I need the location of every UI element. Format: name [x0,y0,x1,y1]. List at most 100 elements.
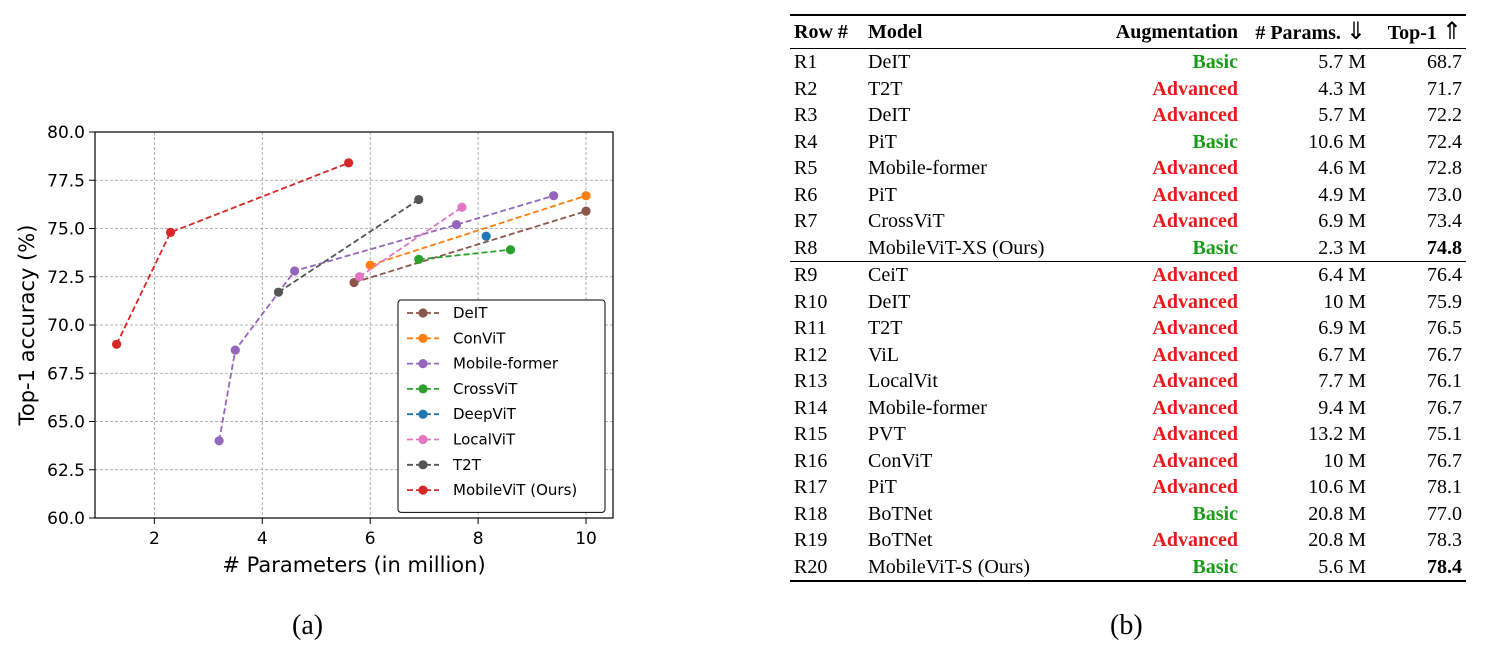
model-cell: DeIT [868,51,911,74]
series-convit [365,191,591,270]
augmentation-cell: Advanced [1152,104,1238,127]
model-cell: BoTNet [868,529,933,552]
table-row: R18 BoTNet Basic 20.8 M 77.0 [790,501,1466,528]
up-double-arrow-icon: ⇑ [1441,18,1462,45]
series-line [115,162,349,345]
params-cell: 6.9 M [1318,317,1366,340]
model-cell: Mobile-former [868,157,987,180]
row-number-cell: R17 [794,476,828,499]
data-point [481,231,491,241]
row-number-cell: R16 [794,449,828,472]
augmentation-cell: Advanced [1152,317,1238,340]
model-cell: ConViT [868,449,933,472]
legend-entry: T2T [452,456,482,474]
data-point [344,158,354,168]
model-cell: PiT [868,183,897,206]
top1-cell: 73.4 [1427,210,1462,233]
data-point [457,202,467,212]
series-line [358,206,463,278]
series-line [277,198,420,293]
model-cell: PiT [868,130,897,153]
table-row: R3 DeIT Advanced 5.7 M 72.2 [790,102,1466,129]
row-number-cell: R19 [794,529,828,552]
model-cell: Mobile-former [868,396,987,419]
legend-entry: LocalViT [453,431,516,449]
table-row: R11 T2T Advanced 6.9 M 76.5 [790,315,1466,342]
data-point [273,287,284,297]
augmentation-cell: Advanced [1152,476,1238,499]
params-cell: 5.7 M [1318,104,1366,127]
augmentation-cell: Basic [1192,130,1238,153]
x-tick-label: 8 [473,529,484,549]
down-double-arrow-icon: ⇓ [1345,18,1366,45]
legend-entry: MobileViT (Ours) [453,481,577,499]
data-point [549,191,559,201]
table-row: R20 MobileViT-S (Ours) Basic 5.6 M 78.4 [790,553,1466,582]
legend-entry: DeepViT [453,405,517,423]
model-cell: DeIT [868,104,911,127]
model-cell: PiT [868,476,897,499]
series-crossvit [414,245,516,264]
legend-marker [418,460,428,470]
augmentation-cell: Advanced [1085,261,1242,289]
table-row: R9 CeiT Advanced 6.4 M 76.4 [790,261,1466,289]
augmentation-cell: Advanced [1152,343,1238,366]
series-line [418,248,511,261]
row-number-cell: R13 [794,370,828,393]
row-number-cell: R14 [794,396,828,419]
table-row: R17 PiT Advanced 10.6 M 78.1 [790,474,1466,501]
data-point [414,254,424,264]
x-tick-label: 2 [149,529,160,549]
model-cell: MobileViT-XS (Ours) [868,236,1045,259]
augmentation-cell: Basic [1192,502,1238,525]
table-row: R19 BoTNet Advanced 20.8 M 78.3 [790,527,1466,554]
params-cell: 4.3 M [1318,77,1366,100]
row-number-cell: R20 [790,553,864,582]
table-body: R1 DeIT Basic 5.7 M 68.7 R2 T2T Advanced 4.3 M 71… [790,49,1466,582]
row-number-cell: R10 [794,290,828,313]
table-row: R14 Mobile-former Advanced 9.4 M 76.7 [790,395,1466,422]
table-row: R16 ConViT Advanced 10 M 76.7 [790,448,1466,475]
data-point [354,272,364,282]
params-cell: 5.6 M [1242,553,1370,582]
data-point [414,194,424,205]
top1-cell: 72.8 [1427,157,1462,180]
series-line [369,194,587,267]
augmentation-cell: Basic [1192,236,1238,259]
model-cell: DeIT [868,290,911,313]
data-point [365,260,375,270]
top1-cell: 76.4 [1370,261,1466,289]
top1-cell: 78.3 [1427,529,1462,552]
series-deit [349,206,591,288]
top1-cell: 78.1 [1427,476,1462,499]
top1-cell: 75.1 [1427,423,1462,446]
header-row-number: Row # [790,14,864,49]
model-cell: T2T [868,317,903,340]
top1-cell: 73.0 [1427,183,1462,206]
top1-cell: 76.1 [1427,370,1462,393]
table-row: R5 Mobile-former Advanced 4.6 M 72.8 [790,155,1466,182]
augmentation-cell: Advanced [1152,183,1238,206]
params-cell: 7.7 M [1318,370,1366,393]
augmentation-cell: Advanced [1152,290,1238,313]
header-augmentation: Augmentation [1085,14,1242,49]
params-cell: 6.7 M [1318,343,1366,366]
top1-cell: 71.7 [1427,77,1462,100]
params-cell: 10 M [1323,290,1366,313]
data-point [505,245,516,255]
table-row: R10 DeIT Advanced 10 M 75.9 [790,289,1466,316]
y-tick-label: 77.5 [47,171,85,191]
model-cell: CeiT [864,261,1086,289]
params-cell: 4.6 M [1318,157,1366,180]
series-mobile-former [214,191,559,446]
params-cell: 6.9 M [1318,210,1366,233]
axis-ticks: 2 4 6 8 10 60.0 62.5 65.0 67.5 70.0 72.5 75.0 77.5 80… [47,123,597,549]
legend-entry: DeIT [453,304,488,322]
model-cell: PVT [868,423,906,446]
top1-cell: 72.4 [1427,130,1462,153]
params-cell: 2.3 M [1318,236,1366,259]
table-row: R12 ViL Advanced 6.7 M 76.7 [790,342,1466,369]
augmentation-cell: Advanced [1152,423,1238,446]
data-point [230,345,240,355]
table-header-row: Row # Model Augmentation # Params. ⇓ Top… [790,14,1466,49]
